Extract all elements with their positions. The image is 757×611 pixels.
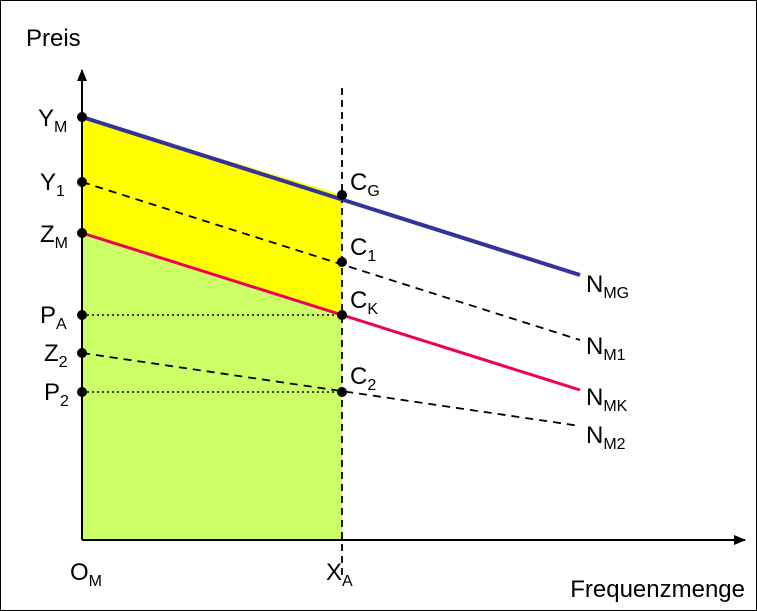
lower-area [82,233,342,540]
label-nmg: NMG [586,271,629,302]
label-pa: PA [40,302,67,333]
label-nm2: NM2 [586,422,626,453]
label-y1: Y1 [40,169,65,200]
label-p2: P2 [44,379,69,410]
label-origin: OM [70,559,102,590]
label-z2: Z2 [44,340,68,371]
label-c2: C2 [350,363,376,394]
point-zm [77,228,87,238]
label-ck: CK [350,287,378,318]
label-cg: CG [350,169,380,200]
point-ym [77,112,87,122]
point-p2 [77,387,87,397]
curve-nm1 [81,181,581,341]
curve-nmk [81,231,581,392]
point-cg [337,190,347,200]
point-c1 [337,257,347,267]
label-zm: ZM [40,221,68,252]
point-pa [77,310,87,320]
x-axis-title: Frequenzmenge [570,576,745,603]
label-c1: C1 [350,234,376,265]
label-ym: YM [38,105,67,136]
point-c2 [337,387,347,397]
label-nm1: NM1 [586,333,626,364]
curve-nmg [81,115,581,277]
label-nmk: NMK [586,384,628,415]
label-xa: XA [326,559,353,590]
upper-area [82,117,342,315]
point-ck [337,310,347,320]
y-axis-title: Preis [26,25,81,52]
point-y1 [77,177,87,187]
point-z2 [77,348,87,358]
